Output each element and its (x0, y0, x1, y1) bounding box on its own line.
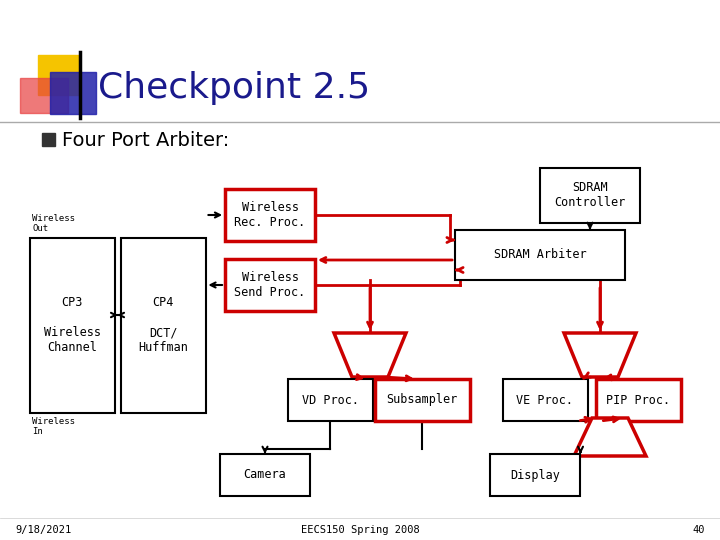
Text: VE Proc.: VE Proc. (516, 394, 574, 407)
Bar (220, 454, 310, 496)
Text: Wireless
Rec. Proc.: Wireless Rec. Proc. (235, 201, 305, 229)
Bar (595, 379, 680, 421)
Polygon shape (574, 418, 646, 456)
Bar (20, 78, 68, 113)
Text: 40: 40 (693, 525, 705, 535)
Text: CP4

DCT/
Huffman: CP4 DCT/ Huffman (138, 296, 188, 354)
Bar (38, 55, 80, 95)
Text: EECS150 Spring 2008: EECS150 Spring 2008 (301, 525, 419, 535)
Bar (225, 189, 315, 241)
Bar (540, 167, 640, 222)
Bar (50, 72, 96, 114)
Bar (42, 133, 55, 146)
Text: CP3

Wireless
Channel: CP3 Wireless Channel (43, 296, 101, 354)
Text: PIP Proc.: PIP Proc. (606, 394, 670, 407)
Text: VD Proc.: VD Proc. (302, 394, 359, 407)
Text: Wireless
Send Proc.: Wireless Send Proc. (235, 271, 305, 299)
Text: SDRAM Arbiter: SDRAM Arbiter (494, 248, 586, 261)
Bar (455, 230, 625, 280)
Polygon shape (334, 333, 406, 377)
Bar (30, 238, 114, 413)
Text: Subsampler: Subsampler (387, 394, 458, 407)
Bar (120, 238, 205, 413)
Bar (490, 454, 580, 496)
Polygon shape (564, 333, 636, 377)
Bar (225, 259, 315, 311)
Text: Checkpoint 2.5: Checkpoint 2.5 (98, 71, 370, 105)
Text: Camera: Camera (243, 469, 287, 482)
Text: Display: Display (510, 469, 560, 482)
Text: Wireless
Out: Wireless Out (32, 214, 76, 233)
Text: Four Port Arbiter:: Four Port Arbiter: (62, 131, 229, 150)
Text: SDRAM
Controller: SDRAM Controller (554, 181, 626, 209)
Bar (503, 379, 588, 421)
Text: Wireless
In: Wireless In (32, 417, 76, 436)
Text: 9/18/2021: 9/18/2021 (15, 525, 71, 535)
Bar (374, 379, 469, 421)
Bar (287, 379, 372, 421)
